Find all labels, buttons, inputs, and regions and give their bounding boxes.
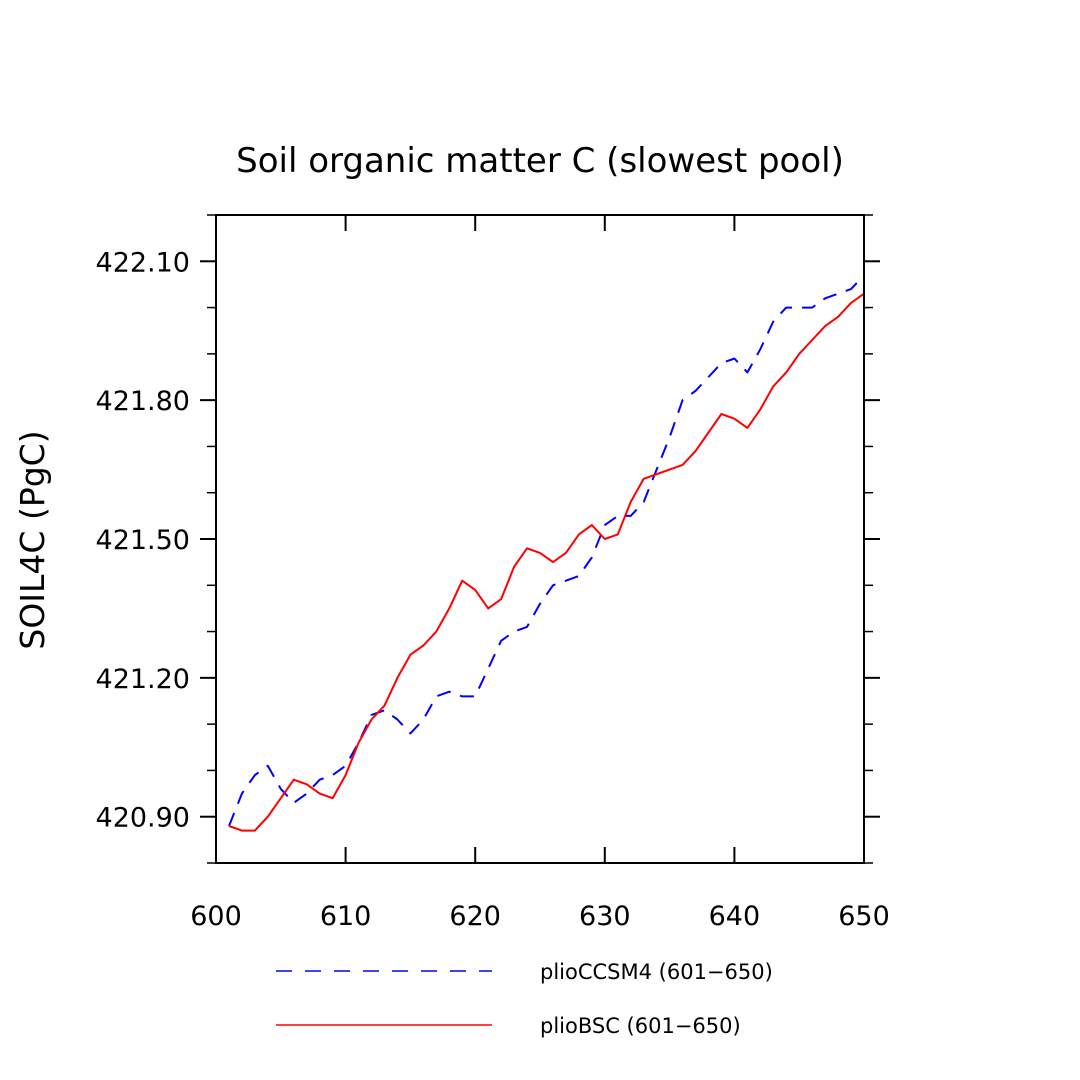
x-tick-label: 640 — [709, 901, 761, 932]
legend-label-2: plioBSC (601−650) — [540, 1014, 741, 1038]
x-tick-label: 610 — [320, 901, 372, 932]
y-tick-label: 421.20 — [96, 664, 190, 695]
y-tick-label: 420.90 — [96, 803, 190, 834]
ticks-layer: 600 610 620 630 640 650 420.90 421.20 421.50 421.… — [96, 214, 890, 932]
chart-title: Soil organic matter C (slowest pool) — [236, 141, 844, 181]
x-tick-label: 630 — [579, 901, 631, 932]
y-axis-label: SOIL4C (PgC) — [13, 430, 52, 649]
legend: plioCCSM4 (601−650) plioBSC (601−650) — [276, 960, 773, 1038]
series-line-2 — [228, 292, 865, 832]
x-tick-label: 650 — [838, 901, 890, 932]
y-tick-label: 422.10 — [96, 247, 190, 278]
x-tick-label: 600 — [190, 901, 242, 932]
series-line-1 — [228, 274, 865, 827]
series-layer — [228, 274, 865, 832]
x-tick-label: 620 — [449, 901, 501, 932]
legend-label-1: plioCCSM4 (601−650) — [540, 960, 773, 984]
y-tick-label: 421.80 — [96, 386, 190, 417]
y-tick-label: 421.50 — [96, 525, 190, 556]
